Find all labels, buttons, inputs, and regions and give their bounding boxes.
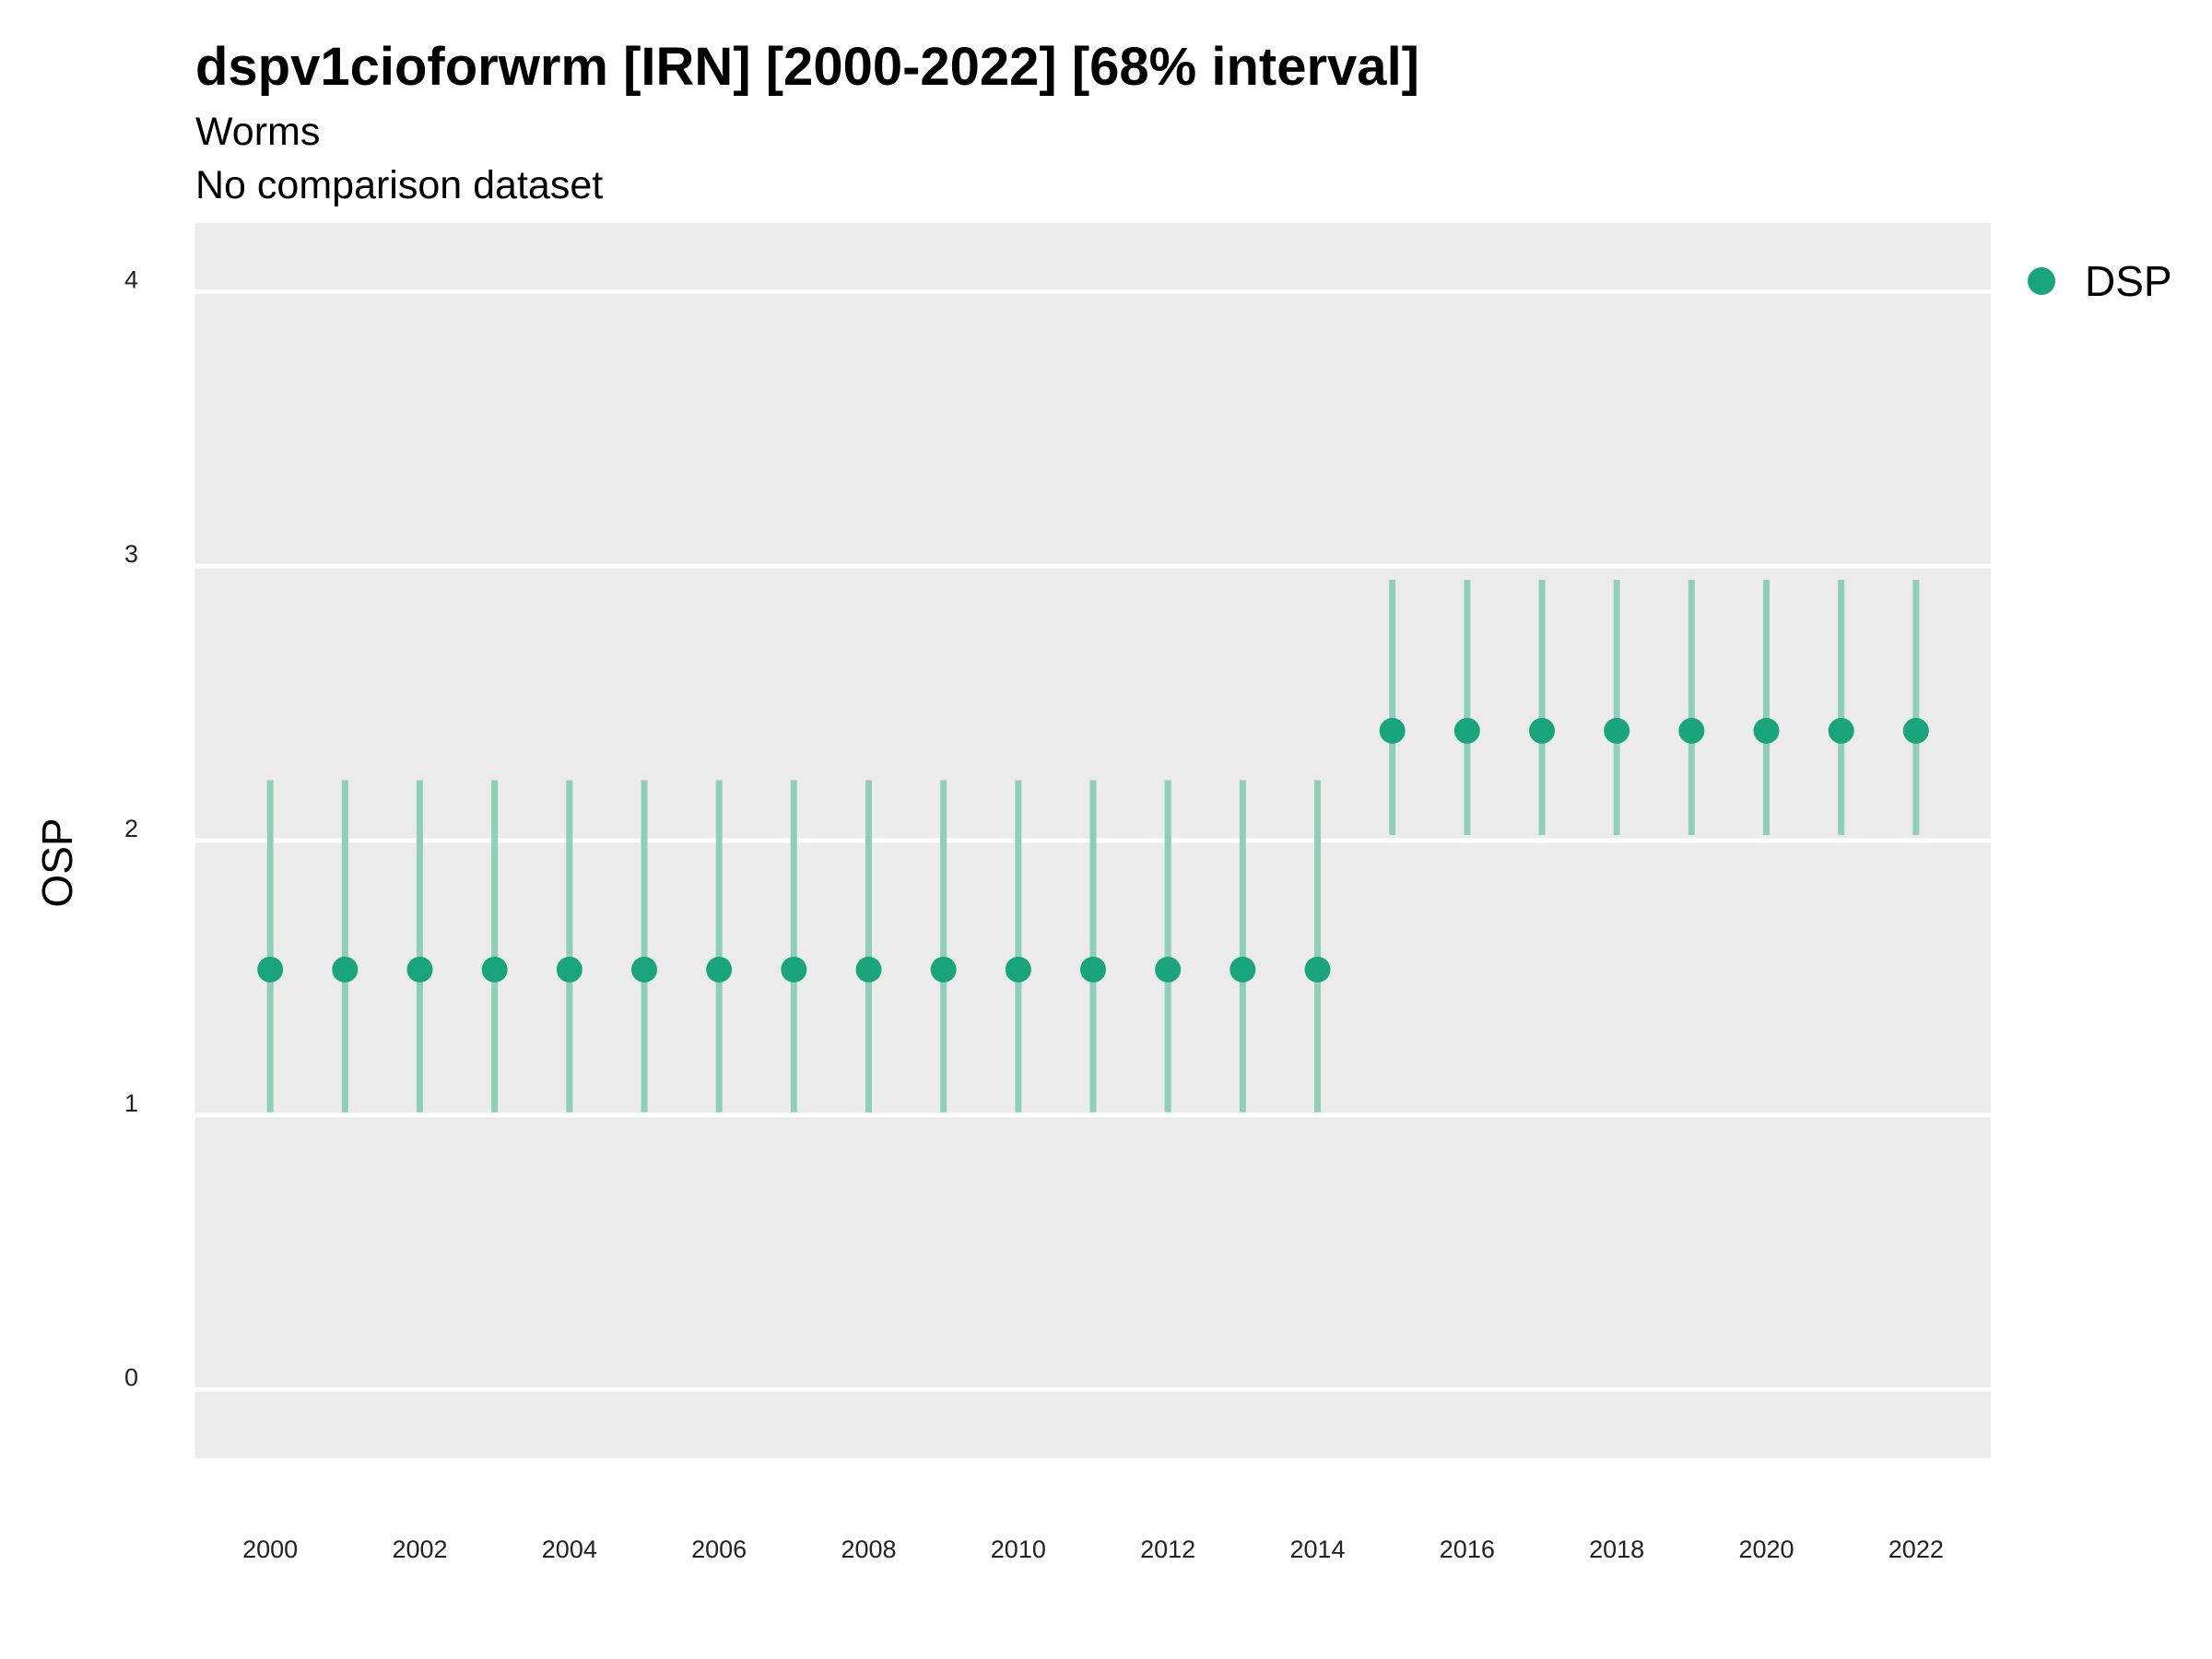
data-point xyxy=(1828,717,1854,744)
x-tick-label: 2010 xyxy=(991,1535,1046,1563)
x-tick-label: 2002 xyxy=(392,1535,447,1563)
interval-bars xyxy=(266,580,1920,1112)
x-tick-label: 2008 xyxy=(841,1535,896,1563)
data-point xyxy=(1753,717,1780,744)
data-point xyxy=(1604,717,1630,744)
y-tick-label: 1 xyxy=(124,1089,138,1117)
y-axis-ticks: 0 1 2 3 4 xyxy=(124,265,138,1391)
x-tick-label: 2014 xyxy=(1289,1535,1345,1563)
data-points xyxy=(257,717,1929,982)
x-axis-ticks: 2000 2002 2004 2006 2008 2010 2012 2014 2016 2018… xyxy=(242,1535,1944,1563)
data-point xyxy=(930,956,957,982)
data-point xyxy=(1379,717,1406,744)
data-point xyxy=(1453,717,1480,744)
x-tick-label: 2022 xyxy=(1888,1535,1944,1563)
data-point xyxy=(855,956,882,982)
data-point xyxy=(1230,956,1256,982)
x-tick-label: 2006 xyxy=(691,1535,747,1563)
x-tick-label: 2000 xyxy=(242,1535,298,1563)
legend-label-dsp: DSP xyxy=(2085,257,2172,305)
data-point xyxy=(406,956,433,982)
data-point xyxy=(1529,717,1555,744)
data-point xyxy=(1678,717,1705,744)
data-point xyxy=(1304,956,1331,982)
y-tick-label: 2 xyxy=(124,815,138,842)
x-tick-label: 2020 xyxy=(1738,1535,1794,1563)
data-point xyxy=(257,956,284,982)
data-point xyxy=(781,956,807,982)
chart-subtitle-secondary: No comparison dataset xyxy=(195,163,603,207)
y-axis-label: OSP xyxy=(33,818,81,907)
legend-marker-dsp xyxy=(2028,267,2055,295)
data-point xyxy=(481,956,508,982)
y-tick-label: 0 xyxy=(124,1364,138,1392)
data-point xyxy=(631,956,657,982)
y-tick-label: 3 xyxy=(124,540,138,568)
y-tick-label: 4 xyxy=(124,265,138,293)
data-point xyxy=(556,956,582,982)
x-tick-label: 2004 xyxy=(542,1535,597,1563)
x-tick-label: 2018 xyxy=(1589,1535,1644,1563)
chart-title: dspv1cioforwrm [IRN] [2000-2022] [68% in… xyxy=(195,37,1419,97)
data-point xyxy=(706,956,733,982)
data-point xyxy=(1902,717,1929,744)
data-point xyxy=(1155,956,1182,982)
x-tick-label: 2016 xyxy=(1440,1535,1495,1563)
legend: DSP xyxy=(2028,257,2172,305)
data-point xyxy=(332,956,359,982)
chart-subtitle: Worms xyxy=(195,110,320,154)
data-point xyxy=(1080,956,1106,982)
x-tick-label: 2012 xyxy=(1140,1535,1195,1563)
data-point xyxy=(1005,956,1031,982)
